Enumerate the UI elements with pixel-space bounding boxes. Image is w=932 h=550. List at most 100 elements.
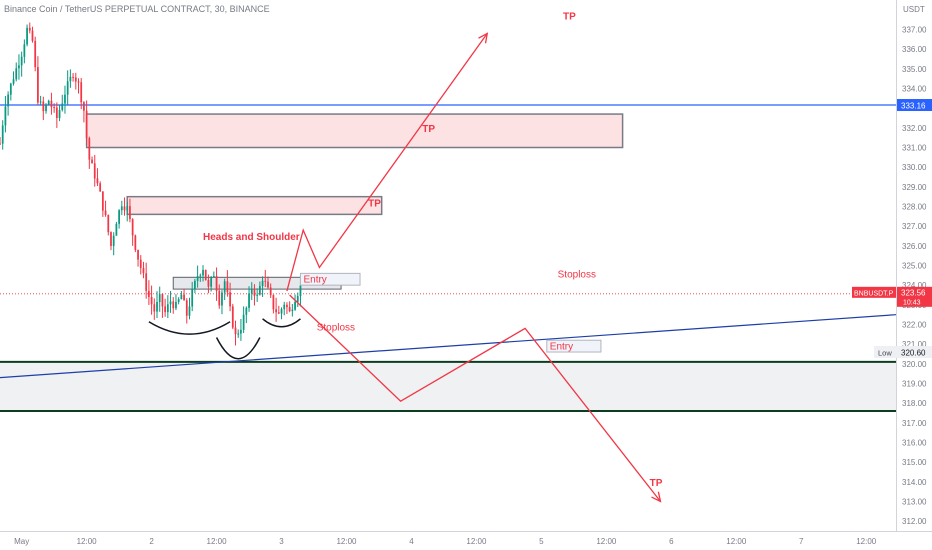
x-tick-label: 3 xyxy=(279,537,284,546)
candle-body xyxy=(45,104,47,112)
candle-body xyxy=(18,65,20,69)
candle-body xyxy=(9,83,12,95)
candle-body xyxy=(229,292,231,307)
bullish-projection-arrow-arrowhead xyxy=(478,32,489,44)
candle-body xyxy=(37,67,39,103)
y-tick-label: 337.00 xyxy=(902,26,927,35)
candle-body xyxy=(112,235,115,246)
entry-label-2: Entry xyxy=(550,342,573,353)
candle-body xyxy=(277,312,280,314)
candle-body xyxy=(175,301,177,309)
y-tick-label: 316.00 xyxy=(902,439,927,448)
low-tag-value: 320.60 xyxy=(901,349,926,358)
x-tick-label: 6 xyxy=(669,537,674,546)
candle-body xyxy=(137,249,139,260)
y-tick-label: 313.00 xyxy=(902,498,927,507)
candle-body xyxy=(96,178,99,184)
candle-body xyxy=(242,314,245,330)
candle-body xyxy=(26,27,28,45)
y-tick-label: 318.00 xyxy=(902,399,927,408)
candle-body xyxy=(161,294,164,307)
candle-body xyxy=(272,295,275,310)
annotation-1: Heads and Shoulder xyxy=(203,232,300,243)
candle-body xyxy=(223,281,226,293)
candle-body xyxy=(7,94,10,107)
candle-body xyxy=(80,82,83,103)
candle-body xyxy=(218,290,221,306)
x-tick-label: 4 xyxy=(409,537,414,546)
annotation-6: Stoploss xyxy=(317,322,355,333)
candle-body xyxy=(131,219,134,236)
candle-body xyxy=(204,269,207,280)
annotation-5: Stoploss xyxy=(558,269,596,280)
support-zone xyxy=(0,361,896,412)
candle-body xyxy=(110,232,112,246)
candle-body xyxy=(210,277,213,287)
candle-body xyxy=(115,223,118,236)
candle-body xyxy=(134,235,137,250)
candle-body xyxy=(269,287,272,296)
candle-body xyxy=(150,296,153,305)
y-tick-label: 322.00 xyxy=(902,321,927,330)
entry-label-1: Entry xyxy=(303,275,326,286)
y-tick-label: 324.00 xyxy=(902,281,927,290)
candle-body xyxy=(261,280,264,287)
y-tick-label: 314.00 xyxy=(902,478,927,487)
candle-body xyxy=(231,306,234,328)
y-tick-label: 332.00 xyxy=(902,124,927,133)
currency-label: USDT xyxy=(903,5,925,14)
candle-body xyxy=(23,44,26,57)
x-tick-label: 2 xyxy=(149,537,154,546)
candle-body xyxy=(53,107,56,109)
candle-body xyxy=(202,269,204,276)
candle-body xyxy=(39,101,42,103)
candle-body xyxy=(215,276,218,291)
y-tick-label: 320.00 xyxy=(902,360,927,369)
candle-body xyxy=(153,304,156,312)
candle-body xyxy=(196,276,199,281)
y-tick-label: 335.00 xyxy=(902,65,927,74)
y-tick-label: 327.00 xyxy=(902,222,927,231)
candle-body xyxy=(240,329,242,334)
candle-body xyxy=(64,94,66,104)
current-price-tag xyxy=(897,286,932,307)
candle-body xyxy=(47,100,50,105)
annotation-2: TP xyxy=(563,12,576,23)
candle-body xyxy=(226,281,229,293)
candle-body xyxy=(28,27,31,31)
candle-body xyxy=(177,299,180,302)
candle-body xyxy=(296,296,299,302)
pattern-curve-3 xyxy=(262,318,301,328)
candle-body xyxy=(85,110,88,139)
y-tick-label: 325.00 xyxy=(902,262,927,271)
bearish-projection-arrow-arrowhead xyxy=(651,491,662,503)
annotation-3: TP xyxy=(422,124,435,135)
candle-body xyxy=(31,30,34,41)
candle-body xyxy=(142,268,145,274)
candle-body xyxy=(256,294,259,296)
x-tick-label: 12:00 xyxy=(596,537,617,546)
candle-body xyxy=(169,301,172,305)
candle-body xyxy=(275,309,277,313)
x-tick-label: 12:00 xyxy=(856,537,877,546)
low-tag xyxy=(874,346,932,359)
candle-body xyxy=(158,294,161,303)
candle-body xyxy=(99,183,102,192)
y-tick-label: 319.00 xyxy=(902,380,927,389)
current-price-text: 323.56 xyxy=(901,288,926,297)
candle-body xyxy=(283,304,286,310)
candle-body xyxy=(212,276,215,278)
candle-body xyxy=(74,77,77,82)
price-tag-level-text: 333.16 xyxy=(901,102,926,111)
x-tick-label: May xyxy=(14,537,29,546)
pattern-curve-1 xyxy=(148,321,231,335)
candle-body xyxy=(280,309,283,314)
y-tick-label: 334.00 xyxy=(902,85,927,94)
candle-body xyxy=(253,288,256,296)
annotation-4: TP xyxy=(368,199,381,210)
candle-body xyxy=(164,306,167,313)
candle-body xyxy=(88,138,91,160)
candle-body xyxy=(20,56,23,66)
